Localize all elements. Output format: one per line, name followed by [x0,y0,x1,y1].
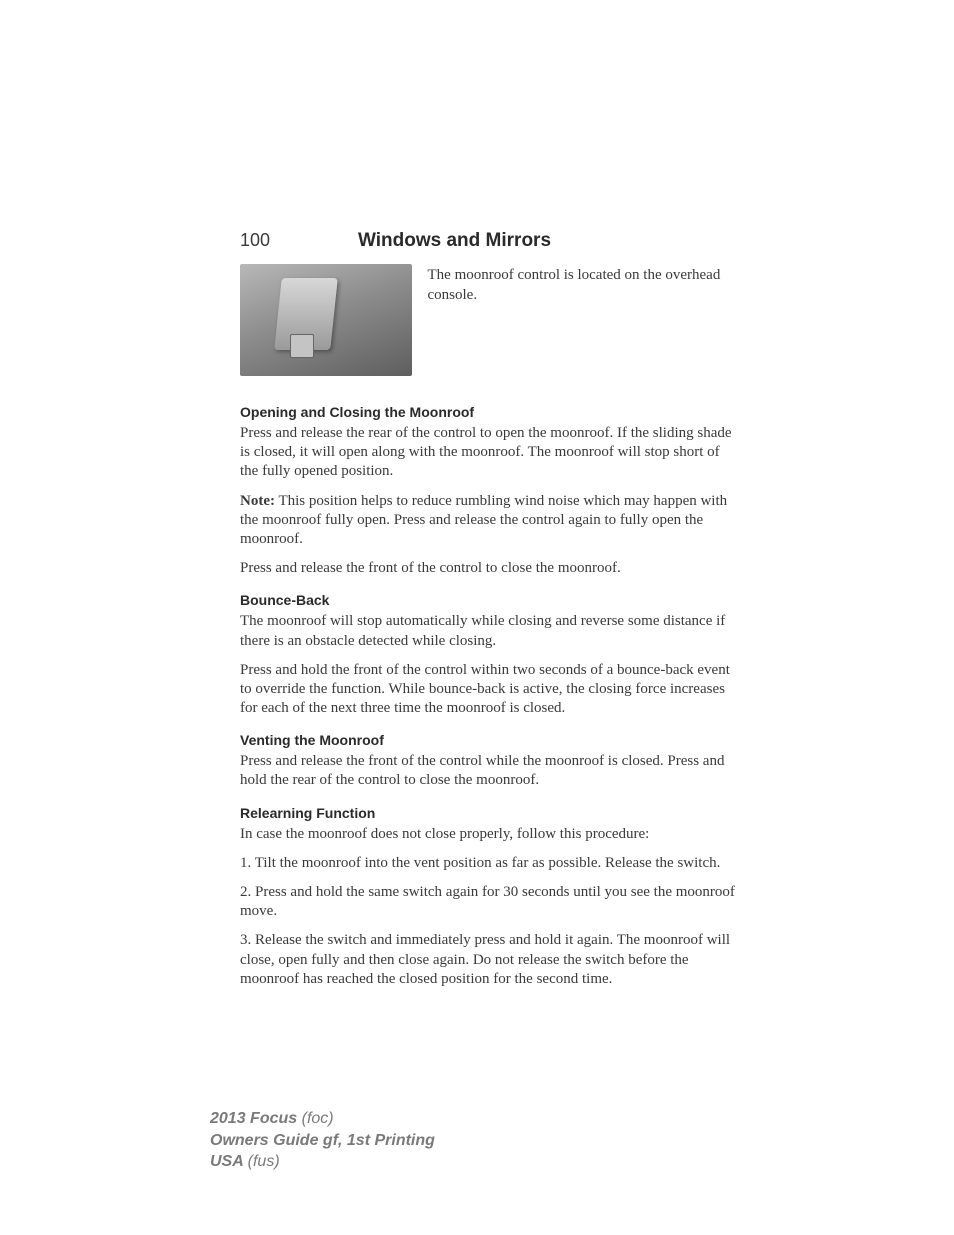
footer-line-2: Owners Guide gf, 1st Printing [210,1130,435,1152]
section-heading-opening: Opening and Closing the Moonroof [240,404,740,420]
body-paragraph: Press and release the front of the contr… [240,752,740,790]
footer-region: USA [210,1153,248,1170]
page-number: 100 [240,230,358,251]
relearn-step-1: 1. Tilt the moonroof into the vent posit… [240,854,740,873]
moonroof-control-image [240,264,412,376]
footer-region-code: (fus) [248,1153,280,1170]
body-paragraph: In case the moonroof does not close prop… [240,825,740,844]
footer-model: 2013 Focus [210,1110,302,1127]
body-paragraph: Press and release the front of the contr… [240,559,740,578]
body-paragraph: The moonroof will stop automatically whi… [240,612,740,650]
footer-line-3: USA (fus) [210,1151,435,1173]
note-label: Note: [240,493,275,509]
section-heading-bounce: Bounce-Back [240,592,740,608]
relearn-step-2: 2. Press and hold the same switch again … [240,883,740,921]
note-text: This position helps to reduce rumbling w… [240,493,727,547]
figure-row: The moonroof control is located on the o… [240,264,740,376]
page-header: 100 Windows and Mirrors [240,230,740,252]
page-footer: 2013 Focus (foc) Owners Guide gf, 1st Pr… [210,1108,435,1173]
footer-line-1: 2013 Focus (foc) [210,1108,435,1130]
section-heading-venting: Venting the Moonroof [240,732,740,748]
section-heading-relearn: Relearning Function [240,805,740,821]
body-paragraph-note: Note: This position helps to reduce rumb… [240,492,740,550]
body-paragraph: Press and release the rear of the contro… [240,424,740,482]
footer-code: (foc) [302,1110,334,1127]
figure-caption: The moonroof control is located on the o… [428,264,740,376]
page-content: 100 Windows and Mirrors The moonroof con… [240,230,740,999]
chapter-title: Windows and Mirrors [358,230,551,252]
relearn-step-3: 3. Release the switch and immediately pr… [240,931,740,989]
body-paragraph: Press and hold the front of the control … [240,661,740,719]
